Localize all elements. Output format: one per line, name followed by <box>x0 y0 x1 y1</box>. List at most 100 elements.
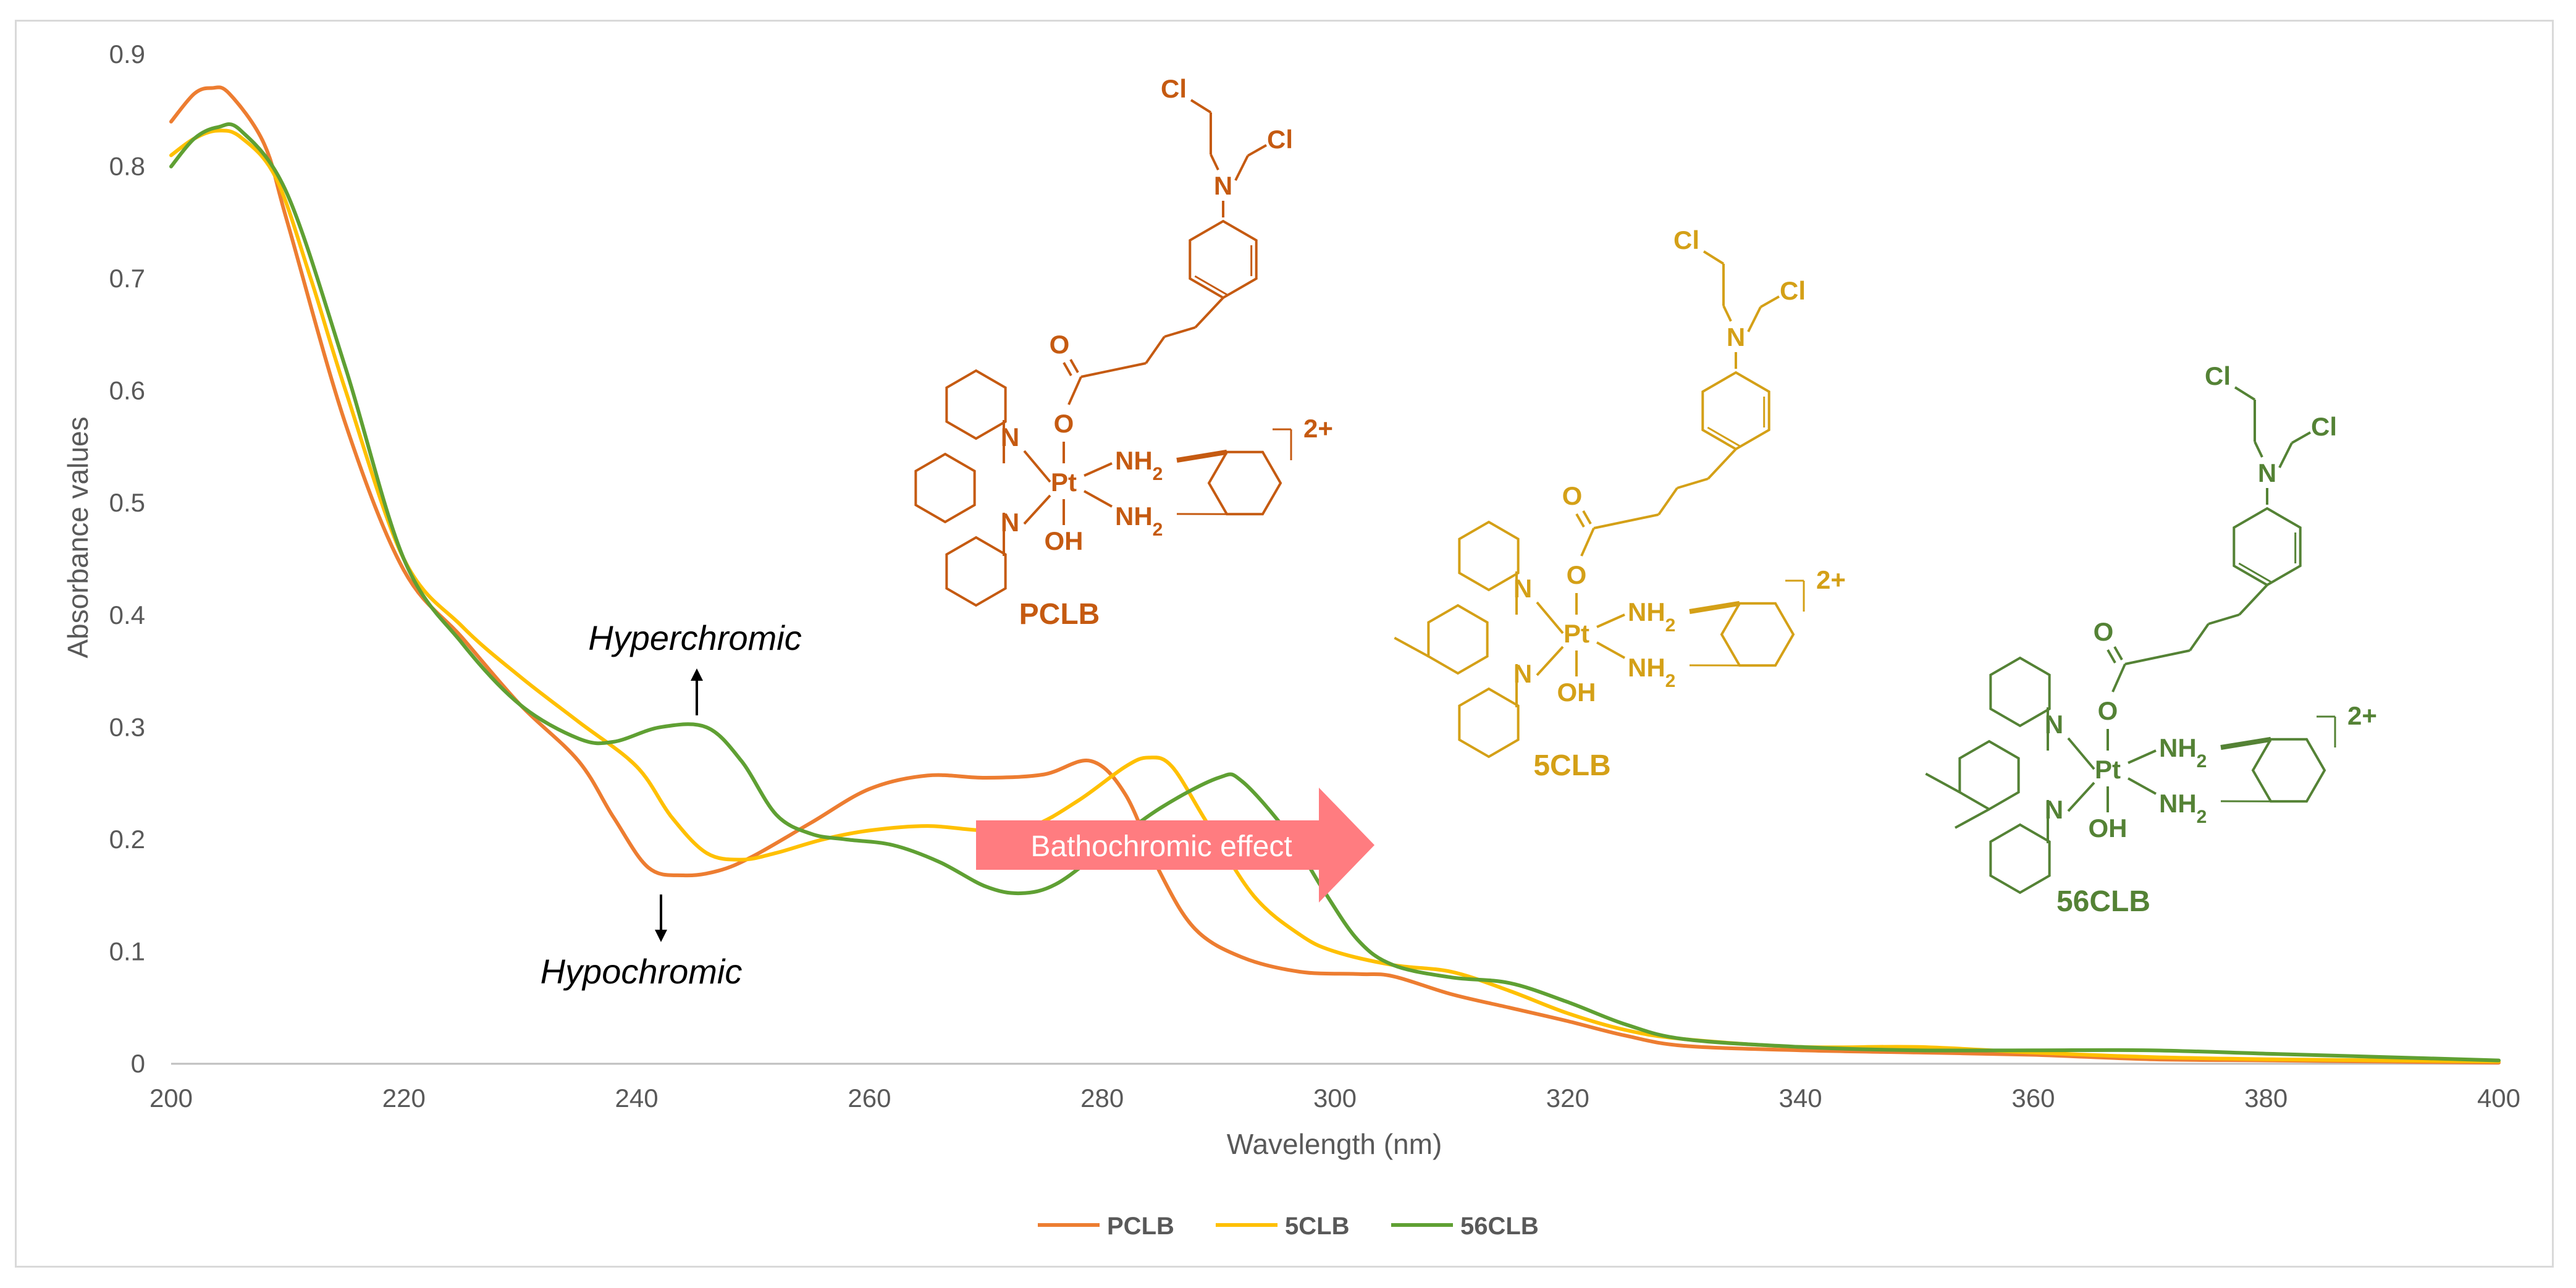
x-tick-label: 240 <box>615 1084 659 1113</box>
bond <box>1703 250 1725 265</box>
x-tick-label: 200 <box>149 1084 193 1113</box>
ring <box>945 536 1007 607</box>
ring <box>945 369 1007 440</box>
bond <box>1955 808 1990 829</box>
molecule-name: 5CLB <box>1533 749 1610 782</box>
atom-label: O <box>2098 696 2118 725</box>
bond <box>1164 326 1196 338</box>
atom-label: Cl <box>1267 125 1293 154</box>
bond <box>1707 426 1741 448</box>
atom-label: O <box>1567 560 1587 589</box>
y-tick-label: 0.7 <box>109 264 145 293</box>
bond <box>1593 513 1659 529</box>
hypochromic-label: Hypochromic <box>541 952 743 991</box>
ring <box>1989 823 2051 894</box>
ring <box>2251 738 2326 803</box>
atom-label: Pt <box>2095 755 2121 784</box>
bond <box>2189 623 2210 652</box>
atom-label: O <box>1054 409 1074 438</box>
atom-label: OH <box>1557 678 1596 707</box>
series-line-56clb <box>169 122 2501 1063</box>
bond <box>1247 144 1267 157</box>
atom-label: O <box>1050 330 1070 359</box>
atom-label: 2+ <box>1816 565 1846 594</box>
y-tick-label: 0.4 <box>109 600 145 629</box>
series-line-pclb <box>169 85 2501 1065</box>
bathochromic-arrow-badge <box>976 788 1374 903</box>
y-tick-label: 0.1 <box>109 937 145 966</box>
bond <box>1194 297 1224 329</box>
bond <box>2238 584 2268 616</box>
bond <box>1190 99 1212 114</box>
bond <box>1707 448 1737 480</box>
x-tick-label: 260 <box>848 1084 891 1113</box>
atom-label: N <box>1214 171 1232 200</box>
bond <box>1689 600 1740 614</box>
atom-label: N <box>2258 458 2276 487</box>
bond <box>2124 649 2191 665</box>
legend: PCLB 5CLB 56CLB <box>1038 1213 1539 1240</box>
bond <box>1084 462 1113 477</box>
atom-label: NH2 <box>2159 733 2207 772</box>
atom-label: 2+ <box>2347 701 2377 730</box>
bond <box>1580 528 1595 557</box>
bond <box>1080 362 1147 378</box>
molecule-name: PCLB <box>1019 598 1100 631</box>
bond <box>2128 777 2157 795</box>
atom-label: OH <box>2089 814 2128 843</box>
y-tick-label: 0.8 <box>109 152 145 181</box>
ring <box>1458 687 1520 759</box>
bond <box>1063 362 1072 376</box>
molecule-name: 56CLB <box>2056 885 2150 918</box>
chart-frame <box>15 20 2554 1268</box>
bond <box>1067 376 1082 405</box>
ring <box>2233 507 2302 587</box>
x-tick-label: 220 <box>382 1084 426 1113</box>
bond <box>1536 646 1564 676</box>
atom-label: O <box>2094 617 2114 646</box>
bond <box>2208 613 2240 625</box>
atom-label: 2+ <box>1303 414 1333 443</box>
x-axis-title: Wavelength (nm) <box>1227 1128 1442 1160</box>
bond <box>2107 649 2116 663</box>
ring <box>1427 604 1489 675</box>
legend-label-5clb: 5CLB <box>1285 1213 1349 1240</box>
bond <box>1925 772 1961 794</box>
bond <box>2238 562 2273 584</box>
x-tick-label: 300 <box>1313 1084 1357 1113</box>
x-tick-label: 280 <box>1080 1084 1124 1113</box>
bond <box>1677 478 1709 489</box>
x-tick-label: 320 <box>1546 1084 1589 1113</box>
bond <box>1536 601 1564 634</box>
bond <box>1596 613 1625 628</box>
atom-label: Cl <box>1673 225 1699 255</box>
atom-label: Pt <box>1051 468 1077 497</box>
bond <box>1176 449 1227 463</box>
ring <box>1189 219 1258 300</box>
x-tick-label: 360 <box>2011 1084 2055 1113</box>
atom-label: Cl <box>2311 412 2337 441</box>
x-tick-label: 340 <box>1779 1084 1822 1113</box>
x-tick-label: 380 <box>2244 1084 2288 1113</box>
ring <box>1989 656 2051 728</box>
series-line-5clb <box>169 128 2501 1064</box>
atom-label: NH2 <box>1628 653 1675 691</box>
bond <box>2220 736 2271 750</box>
bond <box>1210 154 1219 170</box>
ring <box>1207 450 1282 516</box>
atom-label: Pt <box>1564 619 1589 648</box>
bond <box>1023 450 1051 483</box>
ring <box>1701 371 1770 451</box>
bond <box>2234 386 2256 401</box>
y-axis-ticks: 0 0.1 0.2 0.3 0.4 0.5 0.6 0.7 0.8 0.9 <box>109 40 145 1078</box>
atom-label: N <box>1727 322 1745 351</box>
atom-label: NH2 <box>1115 502 1163 540</box>
y-tick-label: 0 <box>131 1049 145 1078</box>
bathochromic-label: Bathochromic effect <box>1030 830 1292 863</box>
y-tick-label: 0.2 <box>109 825 145 854</box>
atom-label: O <box>1562 481 1583 510</box>
hyperchromic-label: Hyperchromic <box>588 618 801 657</box>
